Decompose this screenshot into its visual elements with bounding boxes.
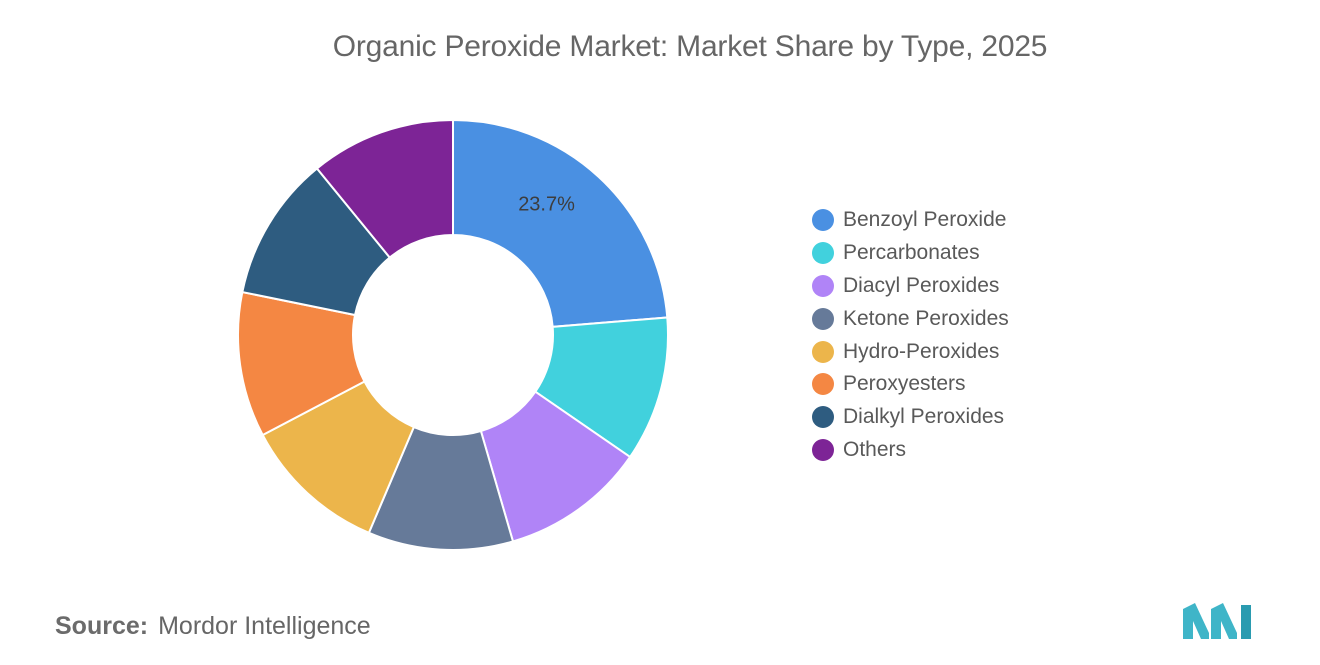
legend-item: Ketone Peroxides	[812, 302, 1009, 335]
slice-benzoyl-peroxide	[452, 118, 669, 328]
donut-labels: 23.7%	[518, 194, 575, 216]
slice-others	[315, 118, 454, 259]
legend-item: Benzoyl Peroxide	[812, 204, 1009, 237]
chart-legend: Benzoyl Peroxide Percarbonates Diacyl Pero…	[812, 204, 1009, 466]
legend-label: Others	[843, 437, 907, 461]
legend-item: Diacyl Peroxides	[812, 270, 1009, 303]
legend-item: Others	[812, 434, 1009, 467]
legend-item: Dialkyl Peroxides	[812, 401, 1009, 434]
donut-slices	[237, 118, 669, 551]
legend-dot-icon	[812, 242, 834, 265]
chart-title: Organic Peroxide Market: Market Share by…	[332, 30, 1048, 63]
legend-item: Peroxyesters	[812, 368, 1009, 401]
source-note: Source: Mordor Intelligence	[55, 612, 371, 641]
legend-dot-icon	[812, 307, 834, 330]
legend-label: Benzoyl Peroxide	[843, 208, 1007, 232]
legend-dot-icon	[812, 373, 834, 396]
legend-item: Hydro-Peroxides	[812, 335, 1009, 368]
legend-dot-icon	[812, 406, 834, 429]
mordor-intelligence-logo-icon	[1183, 603, 1251, 639]
legend-dot-icon	[812, 209, 834, 232]
legend-dot-icon	[812, 340, 834, 363]
source-label: Source:	[55, 612, 149, 640]
legend-item: Percarbonates	[812, 237, 1009, 270]
legend-label: Dialkyl Peroxides	[843, 405, 1005, 429]
legend-label: Ketone Peroxides	[843, 306, 1009, 330]
legend-label: Peroxyesters	[843, 372, 966, 396]
legend-label: Diacyl Peroxides	[843, 273, 1000, 297]
legend-dot-icon	[812, 438, 834, 461]
slice-value-label: 23.7%	[518, 194, 575, 216]
source-value: Mordor Intelligence	[158, 612, 371, 640]
legend-dot-icon	[812, 274, 834, 297]
legend-label: Percarbonates	[843, 241, 980, 265]
legend-label: Hydro-Peroxides	[843, 339, 1000, 363]
